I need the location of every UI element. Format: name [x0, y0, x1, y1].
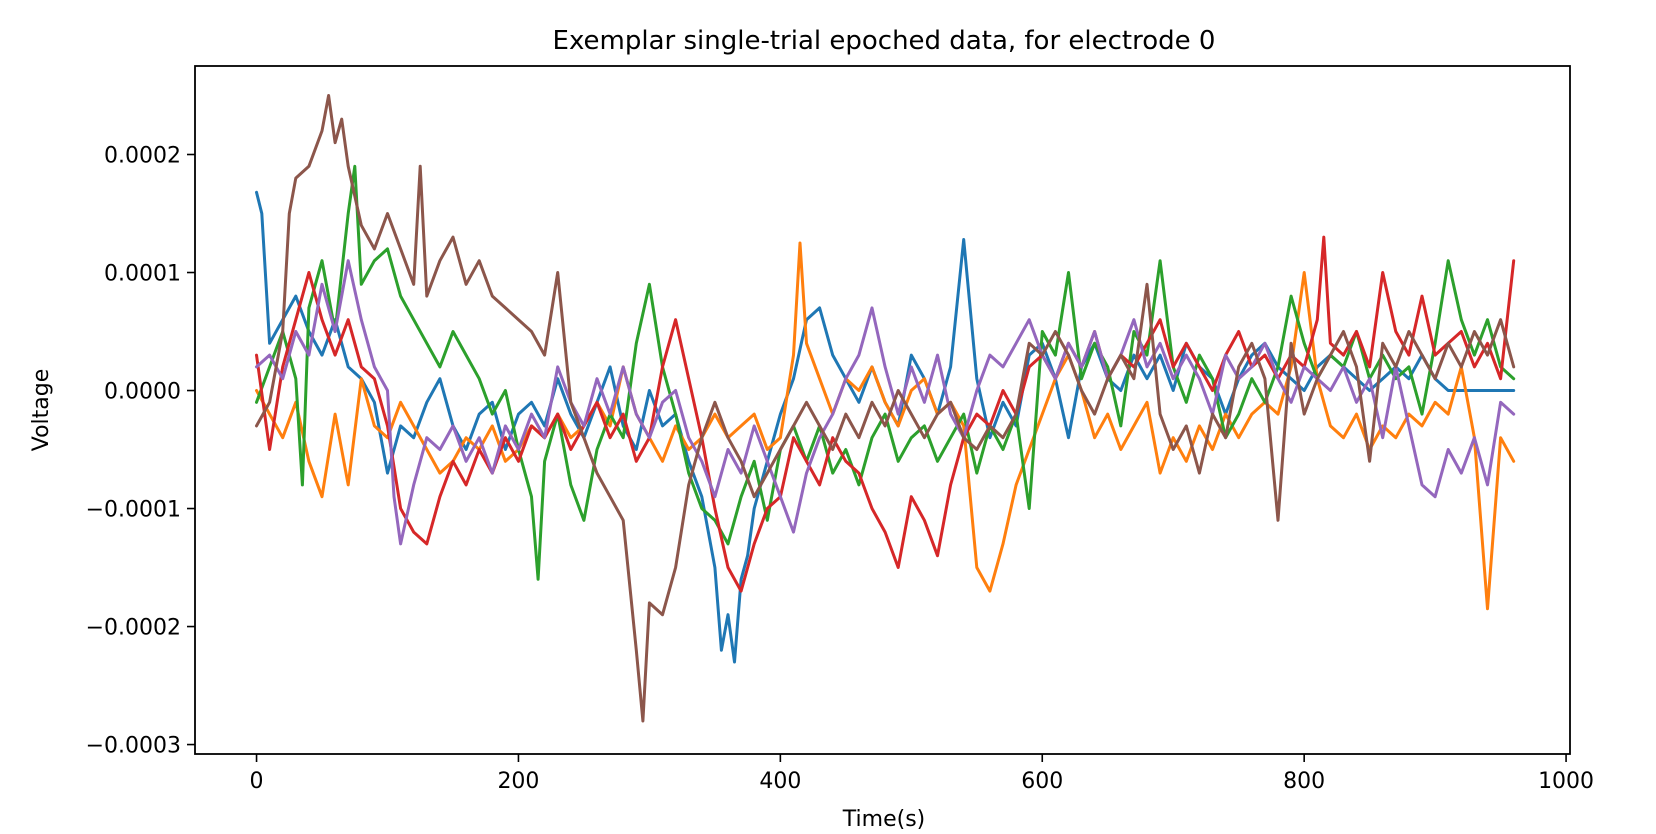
x-tick-label: 1000: [1538, 769, 1594, 794]
series-line-5: [255, 94, 1516, 723]
series-line-3: [255, 235, 1516, 593]
series-line-4: [255, 259, 1516, 546]
x-tick-label: 0: [250, 769, 264, 794]
x-axis-label: Time(s): [842, 807, 925, 832]
y-tick-label: 0.0000: [104, 380, 181, 405]
y-tick-label: 0.0001: [104, 262, 181, 287]
y-tick-label: 0.0002: [104, 144, 181, 169]
chart-title: Exemplar single-trial epoched data, for …: [553, 26, 1216, 56]
series-line-2: [255, 164, 1516, 581]
x-tick-label: 400: [759, 769, 801, 794]
y-tick-label: −0.0002: [86, 616, 181, 641]
x-tick-label: 200: [497, 769, 539, 794]
y-tick-label: −0.0003: [86, 734, 181, 759]
x-tick-label: 600: [1021, 769, 1063, 794]
y-axis-label: Voltage: [29, 369, 54, 452]
series-line-1: [255, 241, 1516, 611]
y-axis: −0.0003 −0.0002 −0.0001 0.0000 0.0001 0.0002: [86, 144, 195, 759]
x-tick-label: 800: [1283, 769, 1325, 794]
series-group: [255, 94, 1516, 723]
x-axis: 0 200 400 600 800 1000: [250, 754, 1594, 794]
plot-area-frame: [194, 65, 1571, 755]
y-tick-label: −0.0001: [86, 498, 181, 523]
series-line-0: [255, 190, 1516, 664]
